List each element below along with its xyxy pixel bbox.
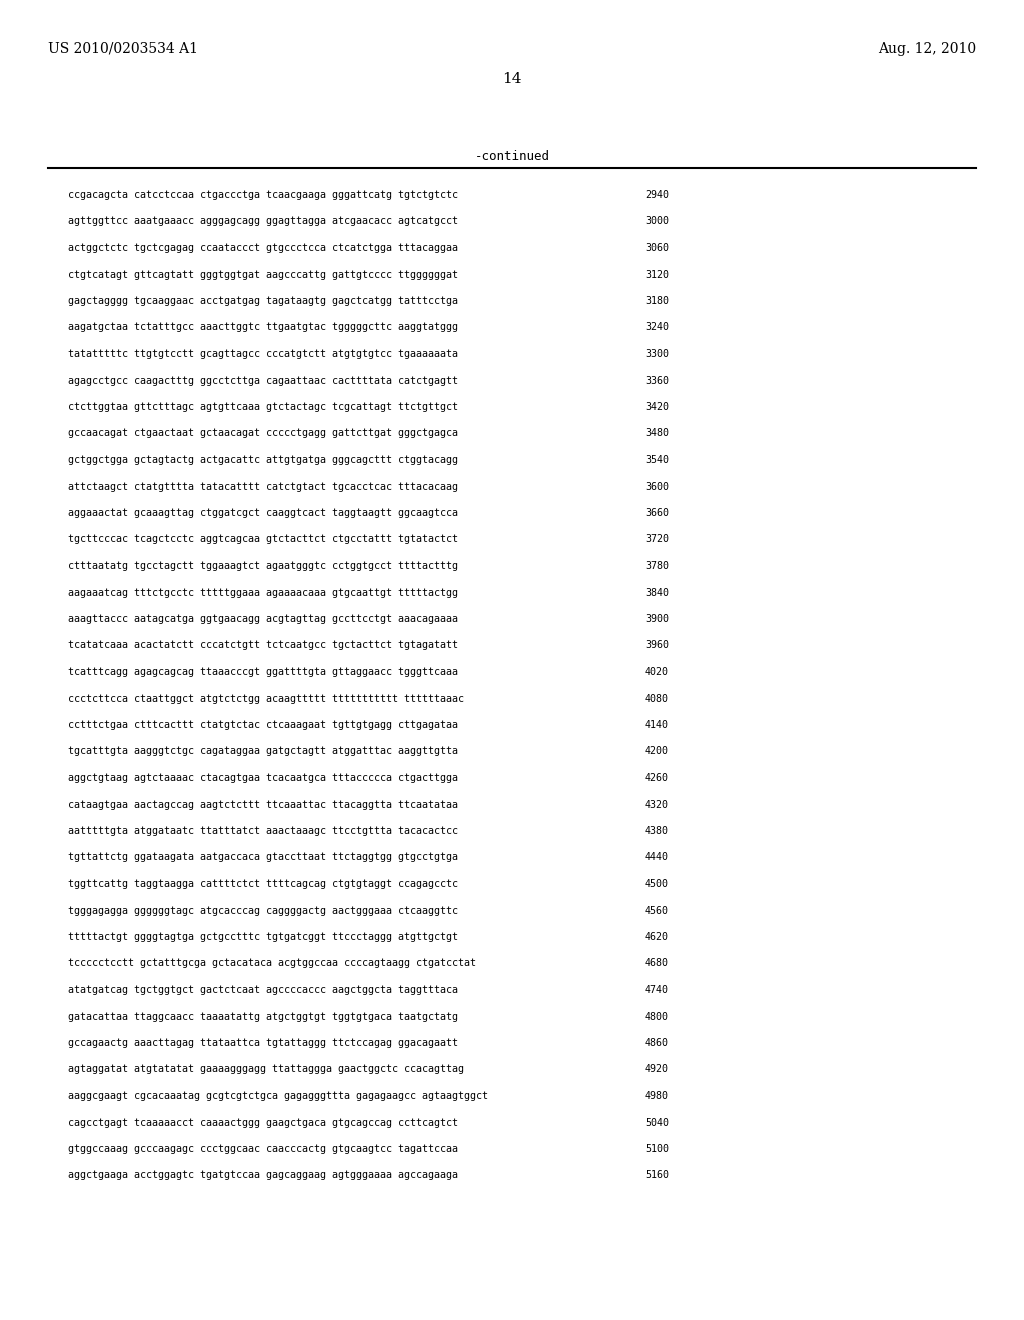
Text: tgcatttgta aagggtctgc cagataggaa gatgctagtt atggatttac aaggttgtta: tgcatttgta aagggtctgc cagataggaa gatgcta…	[68, 747, 458, 756]
Text: 5040: 5040	[645, 1118, 669, 1127]
Text: atatgatcag tgctggtgct gactctcaat agccccaccc aagctggcta taggtttaca: atatgatcag tgctggtgct gactctcaat agcccca…	[68, 985, 458, 995]
Text: agtaggatat atgtatatat gaaaagggagg ttattaggga gaactggctc ccacagttag: agtaggatat atgtatatat gaaaagggagg ttatta…	[68, 1064, 464, 1074]
Text: 3540: 3540	[645, 455, 669, 465]
Text: cagcctgagt tcaaaaacct caaaactggg gaagctgaca gtgcagccag ccttcagtct: cagcctgagt tcaaaaacct caaaactggg gaagctg…	[68, 1118, 458, 1127]
Text: actggctctc tgctcgagag ccaataccct gtgccctcca ctcatctgga tttacaggaa: actggctctc tgctcgagag ccaataccct gtgccct…	[68, 243, 458, 253]
Text: 4740: 4740	[645, 985, 669, 995]
Text: gccagaactg aaacttagag ttataattca tgtattaggg ttctccagag ggacagaatt: gccagaactg aaacttagag ttataattca tgtatta…	[68, 1038, 458, 1048]
Text: 4860: 4860	[645, 1038, 669, 1048]
Text: 3420: 3420	[645, 403, 669, 412]
Text: gatacattaa ttaggcaacc taaaatattg atgctggtgt tggtgtgaca taatgctatg: gatacattaa ttaggcaacc taaaatattg atgctgg…	[68, 1011, 458, 1022]
Text: ctttaatatg tgcctagctt tggaaagtct agaatgggtc cctggtgcct ttttactttg: ctttaatatg tgcctagctt tggaaagtct agaatgg…	[68, 561, 458, 572]
Text: 4440: 4440	[645, 853, 669, 862]
Text: -continued: -continued	[474, 150, 550, 162]
Text: tatatttttc ttgtgtcctt gcagttagcc cccatgtctt atgtgtgtcc tgaaaaaata: tatatttttc ttgtgtcctt gcagttagcc cccatgt…	[68, 348, 458, 359]
Text: ccgacagcta catcctccaa ctgaccctga tcaacgaaga gggattcatg tgtctgtctc: ccgacagcta catcctccaa ctgaccctga tcaacga…	[68, 190, 458, 201]
Text: tggttcattg taggtaagga cattttctct ttttcagcag ctgtgtaggt ccagagcctc: tggttcattg taggtaagga cattttctct ttttcag…	[68, 879, 458, 888]
Text: tcatatcaaa acactatctt cccatctgtt tctcaatgcc tgctacttct tgtagatatt: tcatatcaaa acactatctt cccatctgtt tctcaat…	[68, 640, 458, 651]
Text: 3240: 3240	[645, 322, 669, 333]
Text: 3720: 3720	[645, 535, 669, 544]
Text: gagctagggg tgcaaggaac acctgatgag tagataagtg gagctcatgg tatttcctga: gagctagggg tgcaaggaac acctgatgag tagataa…	[68, 296, 458, 306]
Text: 4680: 4680	[645, 958, 669, 969]
Text: 4200: 4200	[645, 747, 669, 756]
Text: aatttttgta atggataatc ttatttatct aaactaaagc ttcctgttta tacacactcc: aatttttgta atggataatc ttatttatct aaactaa…	[68, 826, 458, 836]
Text: 3840: 3840	[645, 587, 669, 598]
Text: agagcctgcc caagactttg ggcctcttga cagaattaac cacttttata catctgagtt: agagcctgcc caagactttg ggcctcttga cagaatt…	[68, 375, 458, 385]
Text: 3600: 3600	[645, 482, 669, 491]
Text: 5100: 5100	[645, 1144, 669, 1154]
Text: US 2010/0203534 A1: US 2010/0203534 A1	[48, 42, 198, 55]
Text: 4020: 4020	[645, 667, 669, 677]
Text: 4920: 4920	[645, 1064, 669, 1074]
Text: 4320: 4320	[645, 800, 669, 809]
Text: aaggcgaagt cgcacaaatag gcgtcgtctgca gagagggttta gagagaagcc agtaagtggct: aaggcgaagt cgcacaaatag gcgtcgtctgca gaga…	[68, 1092, 488, 1101]
Text: 3000: 3000	[645, 216, 669, 227]
Text: 4140: 4140	[645, 719, 669, 730]
Text: cctttctgaa ctttcacttt ctatgtctac ctcaaagaat tgttgtgagg cttgagataa: cctttctgaa ctttcacttt ctatgtctac ctcaaag…	[68, 719, 458, 730]
Text: Aug. 12, 2010: Aug. 12, 2010	[878, 42, 976, 55]
Text: gtggccaaag gcccaagagc ccctggcaac caacccactg gtgcaagtcc tagattccaa: gtggccaaag gcccaagagc ccctggcaac caaccca…	[68, 1144, 458, 1154]
Text: 3960: 3960	[645, 640, 669, 651]
Text: agttggttcc aaatgaaacc agggagcagg ggagttagga atcgaacacc agtcatgcct: agttggttcc aaatgaaacc agggagcagg ggagtta…	[68, 216, 458, 227]
Text: 3180: 3180	[645, 296, 669, 306]
Text: 2940: 2940	[645, 190, 669, 201]
Text: 3300: 3300	[645, 348, 669, 359]
Text: aaagttaccc aatagcatga ggtgaacagg acgtagttag gccttcctgt aaacagaaaa: aaagttaccc aatagcatga ggtgaacagg acgtagt…	[68, 614, 458, 624]
Text: attctaagct ctatgtttta tatacatttt catctgtact tgcacctcac tttacacaag: attctaagct ctatgtttta tatacatttt catctgt…	[68, 482, 458, 491]
Text: ctcttggtaa gttctttagc agtgttcaaa gtctactagc tcgcattagt ttctgttgct: ctcttggtaa gttctttagc agtgttcaaa gtctact…	[68, 403, 458, 412]
Text: 3480: 3480	[645, 429, 669, 438]
Text: aggaaactat gcaaagttag ctggatcgct caaggtcact taggtaagtt ggcaagtcca: aggaaactat gcaaagttag ctggatcgct caaggtc…	[68, 508, 458, 517]
Text: aagatgctaa tctatttgcc aaacttggtc ttgaatgtac tgggggcttc aaggtatggg: aagatgctaa tctatttgcc aaacttggtc ttgaatg…	[68, 322, 458, 333]
Text: tttttactgt ggggtagtga gctgcctttc tgtgatcggt ttccctaggg atgttgctgt: tttttactgt ggggtagtga gctgcctttc tgtgatc…	[68, 932, 458, 942]
Text: ccctcttcca ctaattggct atgtctctgg acaagttttt ttttttttttt ttttttaaac: ccctcttcca ctaattggct atgtctctgg acaagtt…	[68, 693, 464, 704]
Text: gctggctgga gctagtactg actgacattc attgtgatga gggcagcttt ctggtacagg: gctggctgga gctagtactg actgacattc attgtga…	[68, 455, 458, 465]
Text: 4560: 4560	[645, 906, 669, 916]
Text: 4380: 4380	[645, 826, 669, 836]
Text: tcatttcagg agagcagcag ttaaacccgt ggattttgta gttaggaacc tgggttcaaa: tcatttcagg agagcagcag ttaaacccgt ggatttt…	[68, 667, 458, 677]
Text: aggctgaaga acctggagtc tgatgtccaa gagcaggaag agtgggaaaa agccagaaga: aggctgaaga acctggagtc tgatgtccaa gagcagg…	[68, 1171, 458, 1180]
Text: 5160: 5160	[645, 1171, 669, 1180]
Text: 4980: 4980	[645, 1092, 669, 1101]
Text: 3360: 3360	[645, 375, 669, 385]
Text: 3660: 3660	[645, 508, 669, 517]
Text: aggctgtaag agtctaaaac ctacagtgaa tcacaatgca tttaccccca ctgacttgga: aggctgtaag agtctaaaac ctacagtgaa tcacaat…	[68, 774, 458, 783]
Text: 4080: 4080	[645, 693, 669, 704]
Text: 3120: 3120	[645, 269, 669, 280]
Text: tccccctcctt gctatttgcga gctacataca acgtggccaa ccccagtaagg ctgatcctat: tccccctcctt gctatttgcga gctacataca acgtg…	[68, 958, 476, 969]
Text: 4800: 4800	[645, 1011, 669, 1022]
Text: cataagtgaa aactagccag aagtctcttt ttcaaattac ttacaggtta ttcaatataa: cataagtgaa aactagccag aagtctcttt ttcaaat…	[68, 800, 458, 809]
Text: 3780: 3780	[645, 561, 669, 572]
Text: 14: 14	[502, 73, 522, 86]
Text: gccaacagat ctgaactaat gctaacagat ccccctgagg gattcttgat gggctgagca: gccaacagat ctgaactaat gctaacagat ccccctg…	[68, 429, 458, 438]
Text: aagaaatcag tttctgcctc tttttggaaa agaaaacaaa gtgcaattgt tttttactgg: aagaaatcag tttctgcctc tttttggaaa agaaaac…	[68, 587, 458, 598]
Text: 4500: 4500	[645, 879, 669, 888]
Text: ctgtcatagt gttcagtatt gggtggtgat aagcccattg gattgtcccc ttggggggat: ctgtcatagt gttcagtatt gggtggtgat aagccca…	[68, 269, 458, 280]
Text: 3060: 3060	[645, 243, 669, 253]
Text: 3900: 3900	[645, 614, 669, 624]
Text: 4620: 4620	[645, 932, 669, 942]
Text: tgcttcccac tcagctcctc aggtcagcaa gtctacttct ctgcctattt tgtatactct: tgcttcccac tcagctcctc aggtcagcaa gtctact…	[68, 535, 458, 544]
Text: tgttattctg ggataagata aatgaccaca gtaccttaat ttctaggtgg gtgcctgtga: tgttattctg ggataagata aatgaccaca gtacctt…	[68, 853, 458, 862]
Text: 4260: 4260	[645, 774, 669, 783]
Text: tgggagagga ggggggtagc atgcacccag caggggactg aactgggaaa ctcaaggttc: tgggagagga ggggggtagc atgcacccag cagggga…	[68, 906, 458, 916]
